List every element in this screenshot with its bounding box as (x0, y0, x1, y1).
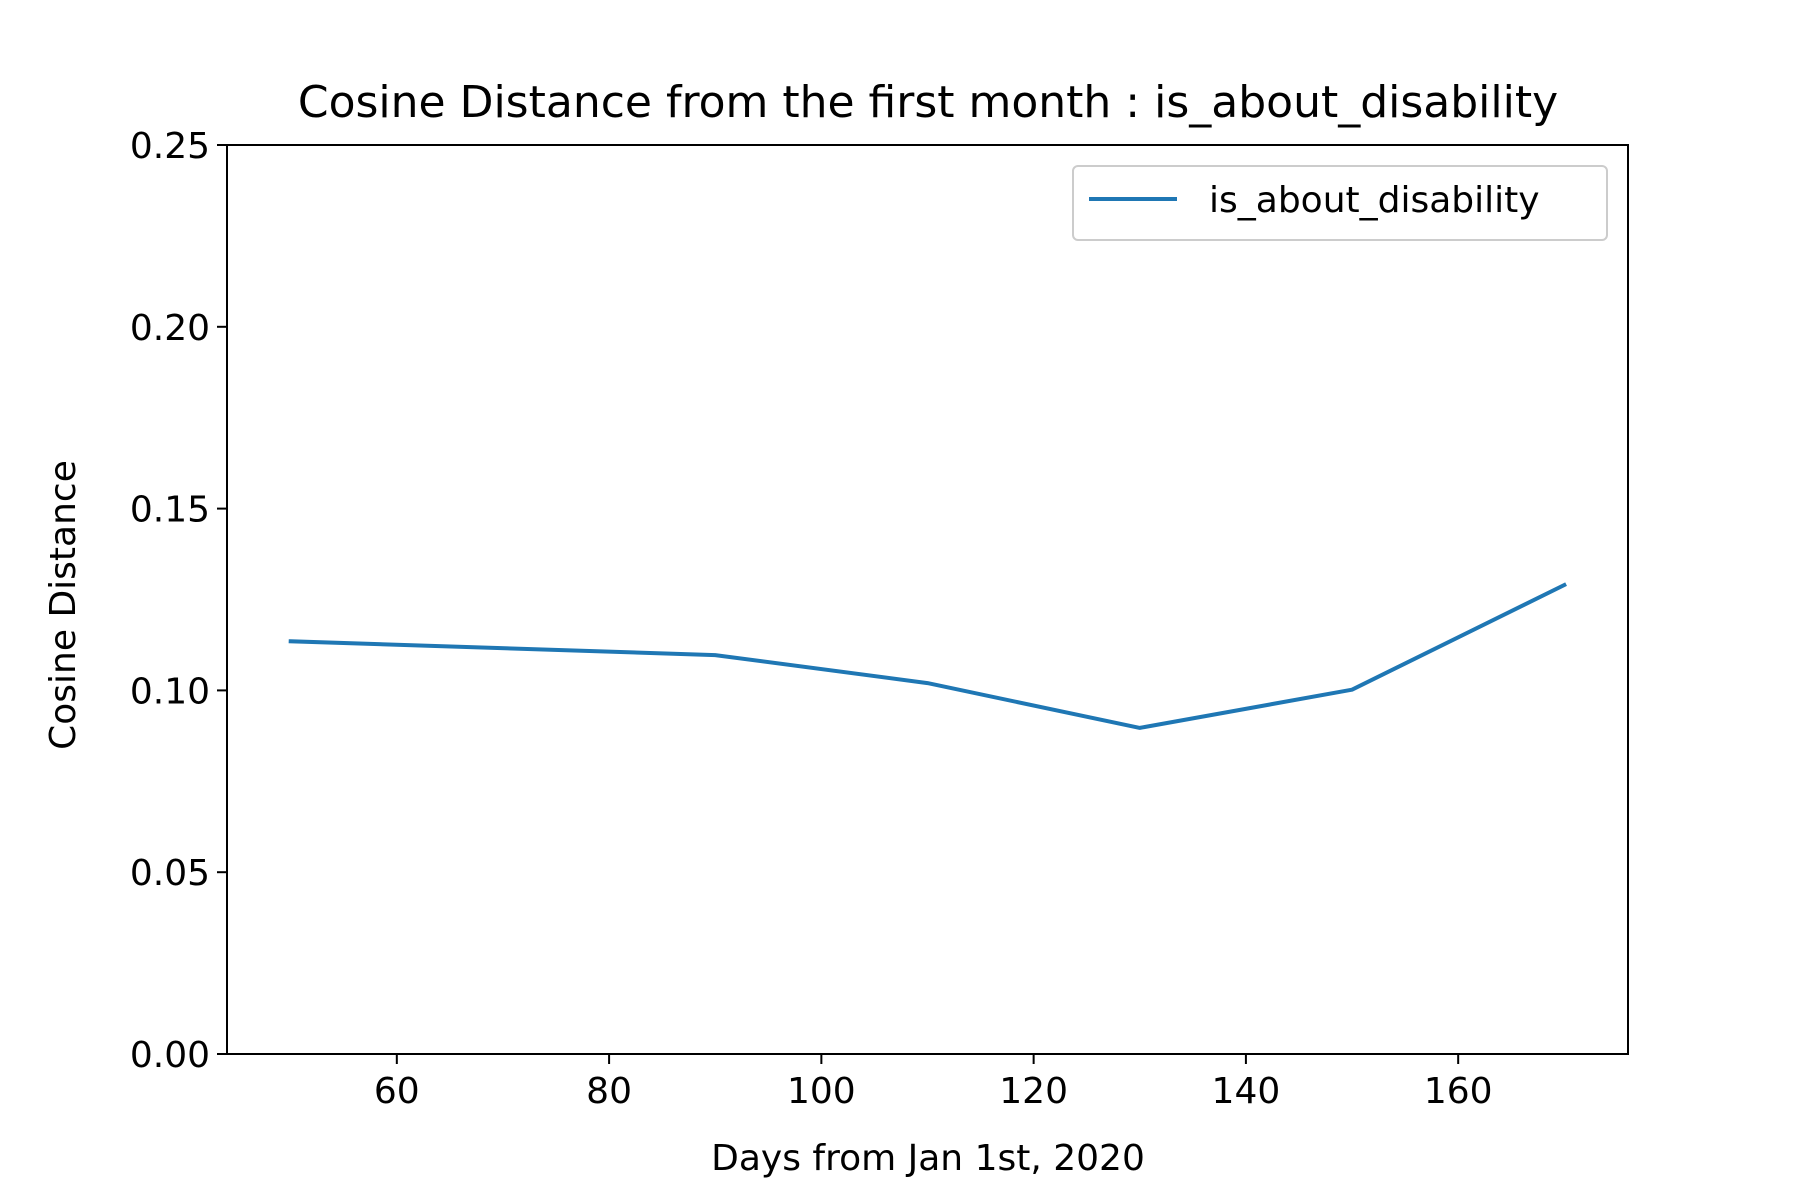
y-axis-ticks: 0.00 0.05 0.10 0.15 0.20 0.25 (130, 126, 227, 1076)
y-tick-label: 0.20 (130, 308, 210, 349)
x-tick-label: 60 (374, 1071, 420, 1112)
legend: is_about_disability (1072, 165, 1608, 241)
series-lines (288, 582, 1567, 730)
x-tick-label: 140 (1212, 1071, 1281, 1112)
x-tick-label: 100 (787, 1071, 856, 1112)
plot-area-frame (226, 144, 1629, 1055)
x-axis-ticks: 60 80 100 120 140 160 (374, 1054, 1493, 1112)
x-tick-label: 80 (586, 1071, 632, 1112)
y-tick-label: 0.00 (130, 1035, 210, 1076)
legend-box (1072, 165, 1608, 241)
axes (226, 144, 1629, 1055)
chart-title: Cosine Distance from the first month : i… (298, 77, 1558, 128)
y-tick-label: 0.25 (130, 126, 210, 167)
y-tick-label: 0.10 (130, 671, 210, 712)
x-tick-label: 160 (1424, 1071, 1493, 1112)
legend-entry-label: is_about_disability (1209, 180, 1540, 221)
y-tick-label: 0.15 (130, 490, 210, 531)
y-tick-label: 0.05 (130, 853, 210, 894)
series-line-is-about-disability (288, 582, 1567, 730)
y-axis-label: Cosine Distance (43, 460, 84, 750)
x-tick-label: 120 (999, 1071, 1068, 1112)
x-axis-label: Days from Jan 1st, 2020 (711, 1138, 1145, 1179)
